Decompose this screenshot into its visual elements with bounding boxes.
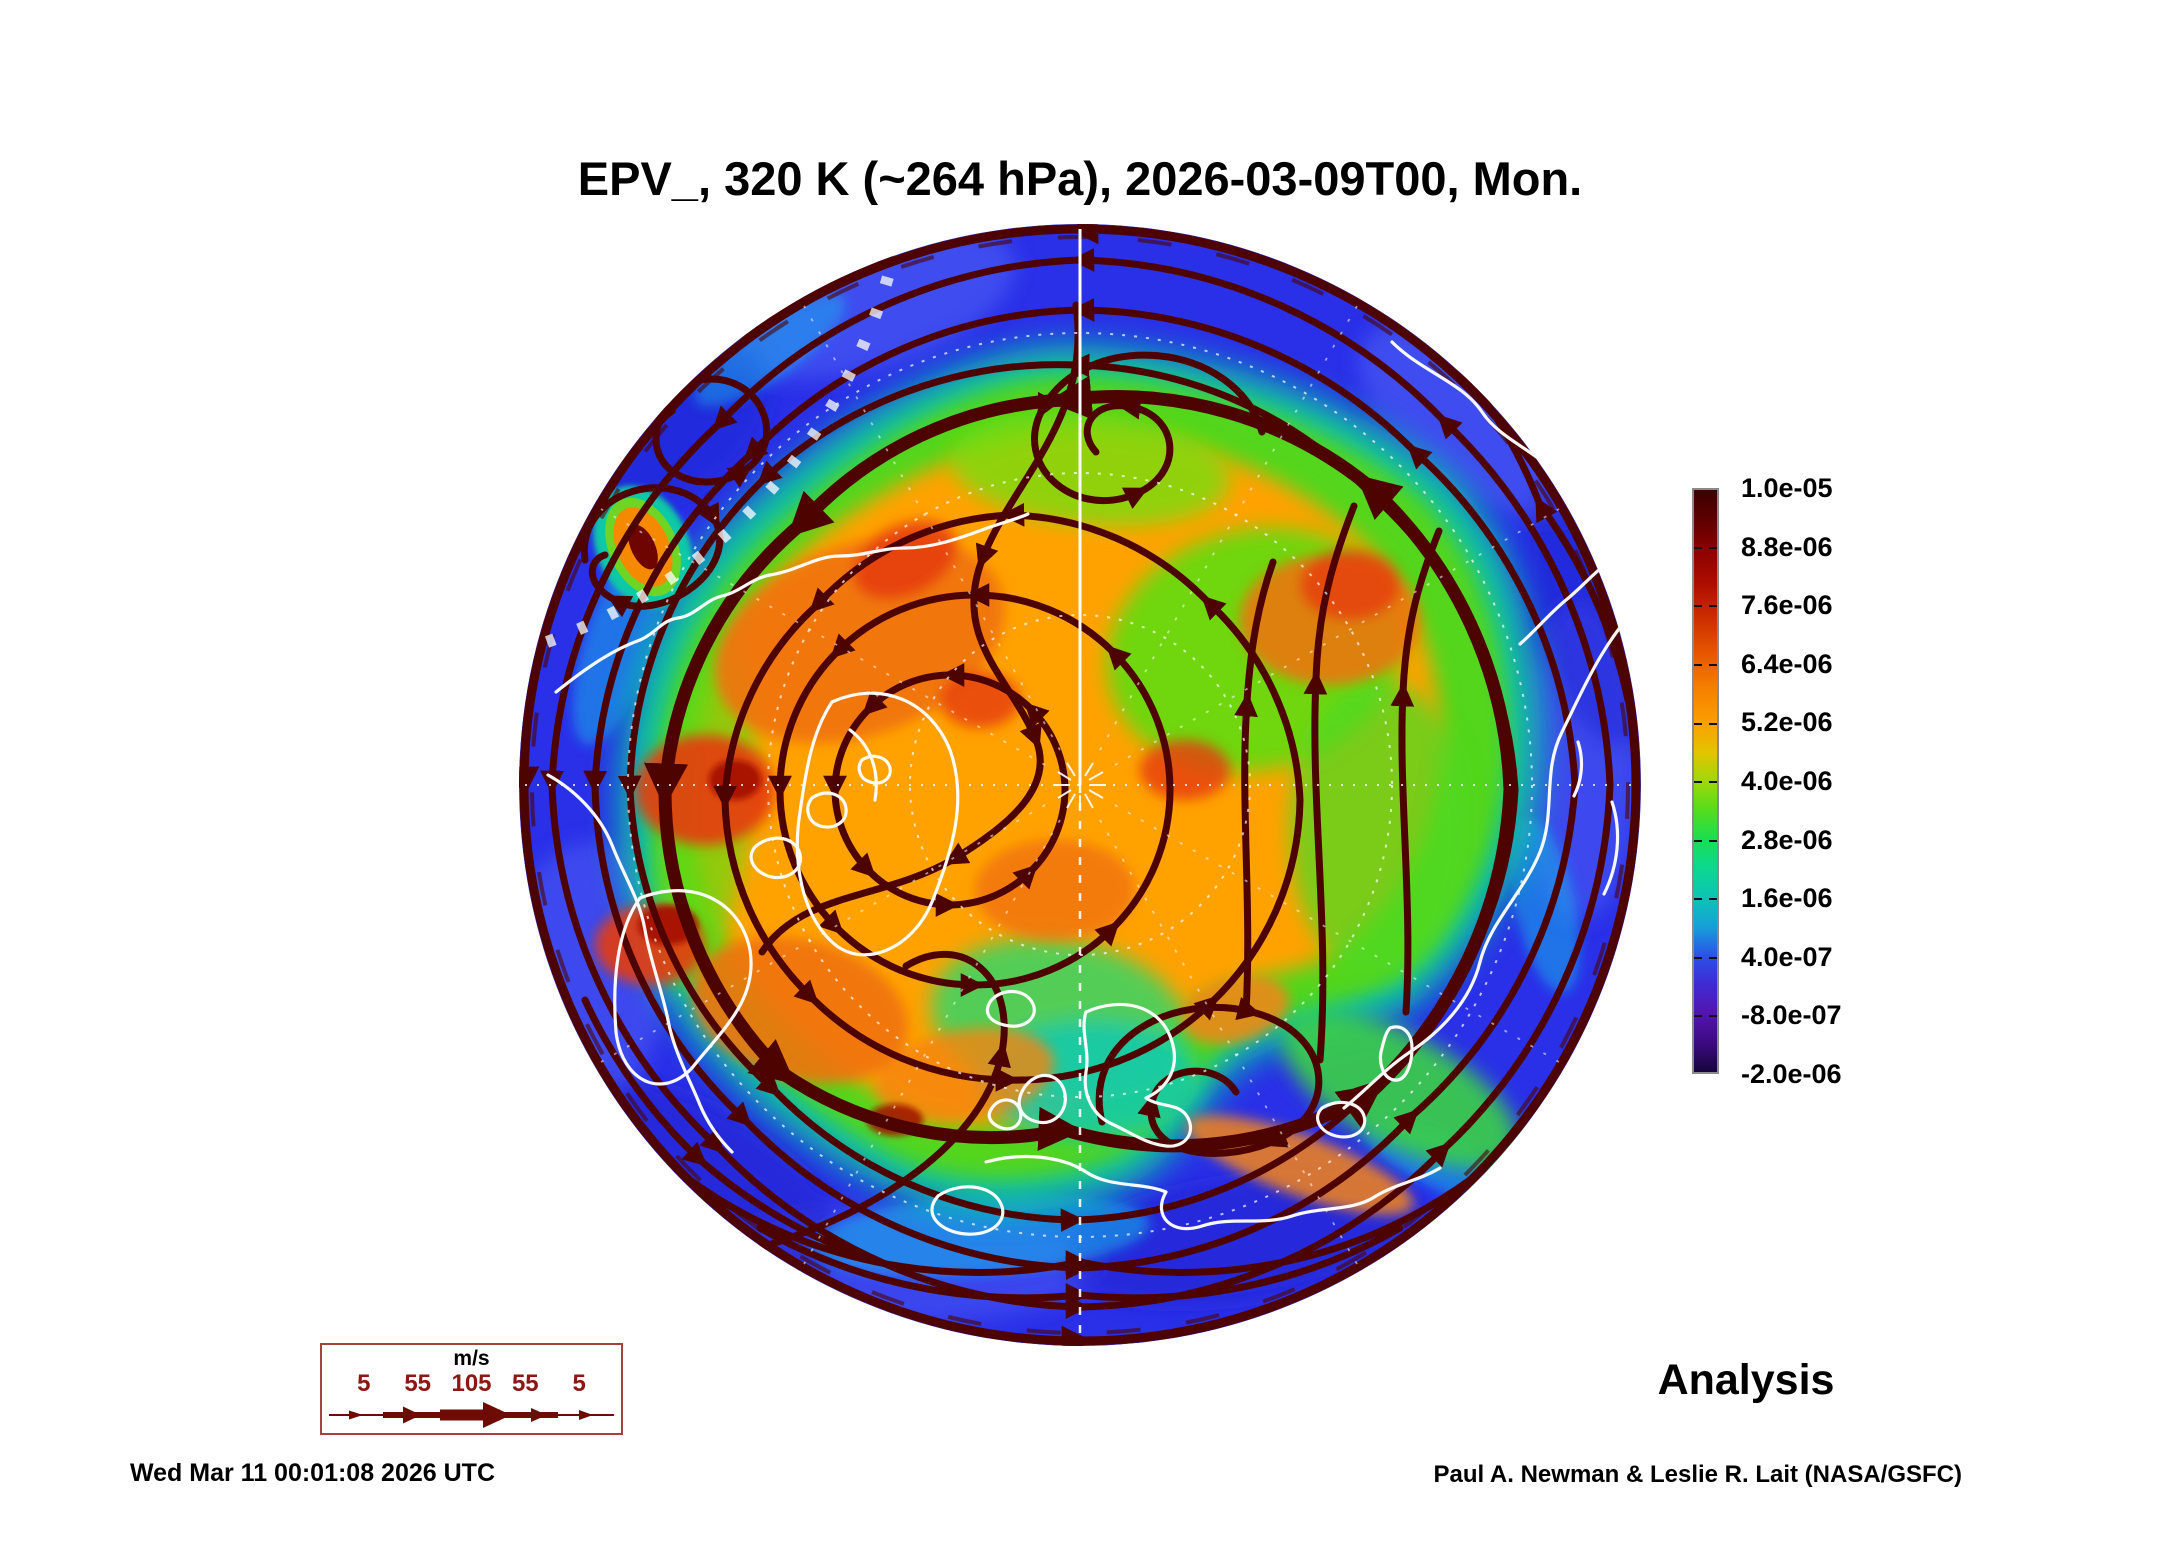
colorbar-tick-label: 6.4e-06: [1741, 649, 1833, 679]
figure-title: EPV_, 320 K (~264 hPa), 2026-03-09T00, M…: [577, 152, 1583, 205]
colorbar-tick: [1694, 605, 1702, 607]
wind-speed-legend: m/s 5 55 105 55 5: [320, 1343, 623, 1435]
colorbar-tick: [1694, 547, 1702, 549]
colorbar-tick: [1709, 840, 1717, 842]
colorbar-tick: [1709, 664, 1717, 666]
colorbar-tick-label: 2.8e-06: [1741, 825, 1833, 855]
run-type-label: Analysis: [1657, 1356, 1835, 1404]
colorbar-tick-label: 7.6e-06: [1741, 590, 1833, 620]
generation-timestamp: Wed Mar 11 00:01:08 2026 UTC: [130, 1459, 496, 1487]
wind-tick-label: 5: [572, 1370, 586, 1397]
colorbar-tick: [1694, 664, 1702, 666]
colorbar-tick-label: 4.0e-07: [1741, 942, 1833, 972]
colorbar-tick: [1709, 898, 1717, 900]
colorbar-tick-label: 8.8e-06: [1741, 532, 1833, 562]
wind-units-label: m/s: [453, 1347, 490, 1370]
colorbar-tick: [1709, 547, 1717, 549]
colorbar-tick: [1694, 1015, 1702, 1017]
colorbar-tick-label: 1.0e-05: [1741, 473, 1833, 503]
colorbar-tick: [1709, 957, 1717, 959]
colorbar-tick: [1694, 957, 1702, 959]
colorbar-tick-label: -2.0e-06: [1741, 1059, 1842, 1089]
colorbar-tick: [1694, 840, 1702, 842]
wind-tick-label: 5: [357, 1370, 371, 1397]
colorbar-tick: [1694, 781, 1702, 783]
colorbar-tick: [1709, 723, 1717, 725]
graticule: [525, 229, 1635, 1341]
credit-line: Paul A. Newman & Leslie R. Lait (NASA/GS…: [1433, 1461, 1962, 1488]
colorbar-tick: [1709, 781, 1717, 783]
colorbar-gradient: [1692, 488, 1719, 1074]
wind-tick-label: 105: [451, 1370, 492, 1397]
colorbar-tick: [1709, 1015, 1717, 1017]
wind-tick-label: 55: [511, 1370, 539, 1397]
colorbar-tick: [1694, 898, 1702, 900]
pole-marker: [1054, 759, 1106, 811]
wind-tick-label: 55: [404, 1370, 432, 1397]
wind-streamlines: [519, 224, 1641, 1346]
colorbar-tick-label: 1.6e-06: [1741, 883, 1833, 913]
colorbar-tick-label: 4.0e-06: [1741, 766, 1833, 796]
colorbar-tick-label: 5.2e-06: [1741, 707, 1833, 737]
wind-scale-arrow: [329, 1402, 614, 1428]
colorbar-tick: [1694, 723, 1702, 725]
epv-field: [519, 224, 1641, 1346]
coastlines: [546, 340, 1641, 1236]
colorbar-tick: [1709, 605, 1717, 607]
colorbar-tick-label: -8.0e-07: [1741, 1000, 1842, 1030]
